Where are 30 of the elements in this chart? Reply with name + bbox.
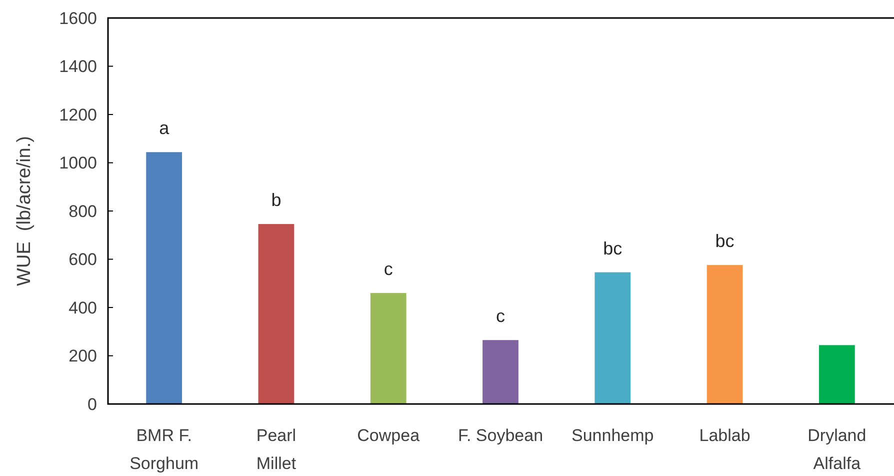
bar: [706, 265, 743, 404]
annotation: b: [271, 190, 282, 210]
y-tick-label: 200: [68, 346, 97, 366]
bar: [258, 224, 294, 404]
y-tick-label: 0: [88, 394, 97, 414]
x-tick-label: Cowpea: [357, 426, 420, 445]
x-tick-label: Sunnhemp: [572, 426, 654, 445]
y-tick-label: 1000: [59, 154, 97, 173]
y-tick-label: 1400: [59, 57, 97, 76]
y-tick-label: 800: [68, 202, 97, 221]
annotation: a: [159, 118, 170, 138]
y-axis-title: WUE (lb/acre/in.): [14, 136, 35, 286]
x-tick-label: Lablab: [699, 426, 750, 445]
x-tick-label: F. Soybean: [458, 426, 544, 445]
bar: [594, 272, 631, 404]
x-tick-label: BMR F. Sorghum: [130, 426, 199, 473]
y-tick-label: 400: [68, 298, 97, 318]
annotation: c: [496, 306, 505, 326]
bar: [146, 152, 182, 404]
annotation: bc: [715, 231, 734, 252]
bar: [370, 293, 406, 404]
bar: [482, 340, 518, 404]
annotation: bc: [603, 238, 622, 258]
x-tick-label: Pearl Millet: [256, 426, 296, 473]
y-tick-label: 1600: [59, 8, 97, 28]
bar: [818, 345, 855, 404]
annotation: c: [384, 259, 393, 280]
y-tick-label: 1200: [59, 105, 97, 124]
x-tick-label: Dryland Alfalfa: [808, 426, 866, 473]
y-tick-label: 600: [68, 250, 97, 270]
